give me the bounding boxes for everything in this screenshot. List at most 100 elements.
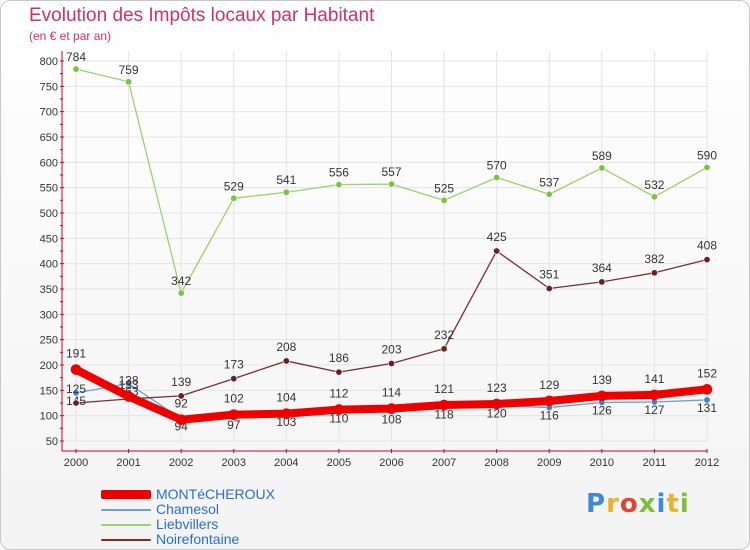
- data-point: [493, 247, 501, 255]
- data-label: 532: [644, 178, 664, 192]
- x-tick-label: 2001: [116, 457, 140, 469]
- x-tick-label: 2011: [643, 457, 667, 469]
- data-label: 127: [644, 403, 664, 417]
- chart-title: Evolution des Impôts locaux par Habitant: [29, 5, 375, 26]
- data-label: 203: [381, 342, 401, 356]
- data-point: [70, 364, 82, 375]
- data-label: 104: [276, 391, 296, 405]
- legend-swatch: [101, 523, 151, 526]
- data-point: [438, 399, 450, 411]
- data-label: 759: [119, 63, 139, 77]
- data-point: [125, 380, 133, 388]
- legend-label: Noirefontaine: [156, 531, 240, 547]
- data-label: 114: [382, 386, 401, 400]
- data-label: 110: [329, 412, 348, 426]
- data-label: 118: [435, 408, 454, 422]
- y-tick-label: 500: [40, 208, 58, 220]
- data-label: 557: [381, 165, 401, 179]
- data-point: [335, 368, 343, 376]
- y-tick-label: 300: [40, 309, 58, 321]
- data-point: [177, 289, 185, 297]
- data-label: 408: [697, 239, 717, 253]
- data-label: 116: [540, 409, 559, 423]
- data-point: [491, 398, 502, 410]
- data-label: 139: [171, 375, 191, 389]
- logo-letter: P: [586, 489, 607, 519]
- data-label: 208: [276, 340, 296, 354]
- y-tick-label: 800: [40, 56, 58, 68]
- logo-letter: o: [619, 489, 639, 519]
- logo-letter: x: [638, 489, 657, 519]
- data-label: 186: [329, 351, 349, 365]
- x-tick-label: 2012: [695, 457, 719, 469]
- data-label: 131: [697, 401, 717, 415]
- data-label: 589: [592, 149, 612, 163]
- legend-swatch: [101, 490, 151, 499]
- data-label: 139: [592, 373, 612, 387]
- data-label: 173: [224, 358, 244, 372]
- data-label: 120: [487, 407, 507, 421]
- data-point: [123, 391, 134, 402]
- data-label: 97: [227, 418, 241, 432]
- y-tick-label: 350: [40, 284, 58, 296]
- chart-subtitle: (en € et par an): [29, 29, 112, 43]
- data-point: [230, 194, 238, 202]
- data-label: 351: [539, 267, 559, 281]
- data-point: [281, 408, 292, 419]
- legend: MONTéCHEROUX Chamesol Liebvillers Noirefont…: [101, 487, 275, 547]
- data-point: [545, 284, 553, 292]
- data-point: [282, 188, 290, 196]
- y-tick-label: 550: [40, 183, 58, 195]
- data-point: [228, 409, 240, 420]
- proxiti-logo: Proxiti: [586, 489, 690, 519]
- legend-swatch: [101, 538, 151, 541]
- y-tick-label: 700: [40, 107, 58, 119]
- y-tick-label: 250: [40, 335, 58, 347]
- data-label: 125: [66, 382, 86, 396]
- y-tick-label: 650: [40, 132, 58, 144]
- data-label: 570: [487, 159, 507, 173]
- x-tick-label: 2008: [484, 457, 508, 469]
- data-label: 784: [66, 50, 86, 64]
- x-tick-label: 2004: [274, 457, 298, 469]
- data-point: [282, 357, 290, 365]
- data-point: [230, 375, 238, 383]
- data-label: 133: [119, 378, 139, 392]
- data-point: [598, 164, 606, 172]
- data-label: 425: [487, 230, 507, 244]
- data-point: [386, 403, 397, 414]
- legend-swatch: [101, 508, 151, 511]
- y-tick-label: 100: [40, 411, 58, 423]
- legend-item: Noirefontaine: [101, 532, 275, 547]
- data-label: 590: [697, 148, 717, 162]
- data-point: [177, 392, 185, 400]
- logo-letter: t: [666, 489, 680, 519]
- data-point: [650, 193, 658, 201]
- x-tick-label: 2007: [432, 457, 456, 469]
- data-point: [649, 389, 660, 401]
- data-label: 123: [487, 381, 507, 395]
- data-label: 232: [434, 328, 454, 342]
- data-point: [175, 414, 187, 426]
- legend-item: Liebvillers: [101, 517, 275, 532]
- x-tick-label: 2005: [327, 457, 351, 469]
- data-label: 92: [174, 397, 188, 411]
- data-point: [703, 396, 711, 404]
- data-label: 342: [171, 274, 191, 288]
- data-point: [387, 359, 395, 367]
- x-tick-label: 2003: [222, 457, 246, 469]
- data-point: [493, 174, 501, 182]
- data-point: [703, 256, 711, 264]
- data-point: [335, 181, 343, 189]
- data-label: 141: [644, 372, 664, 386]
- data-label: 556: [329, 166, 349, 180]
- y-tick-label: 400: [40, 259, 58, 271]
- data-point: [333, 404, 345, 415]
- data-point: [703, 163, 711, 171]
- y-tick-label: 200: [40, 360, 58, 372]
- data-point: [125, 78, 133, 86]
- data-label: 129: [539, 378, 559, 392]
- data-point: [596, 390, 608, 402]
